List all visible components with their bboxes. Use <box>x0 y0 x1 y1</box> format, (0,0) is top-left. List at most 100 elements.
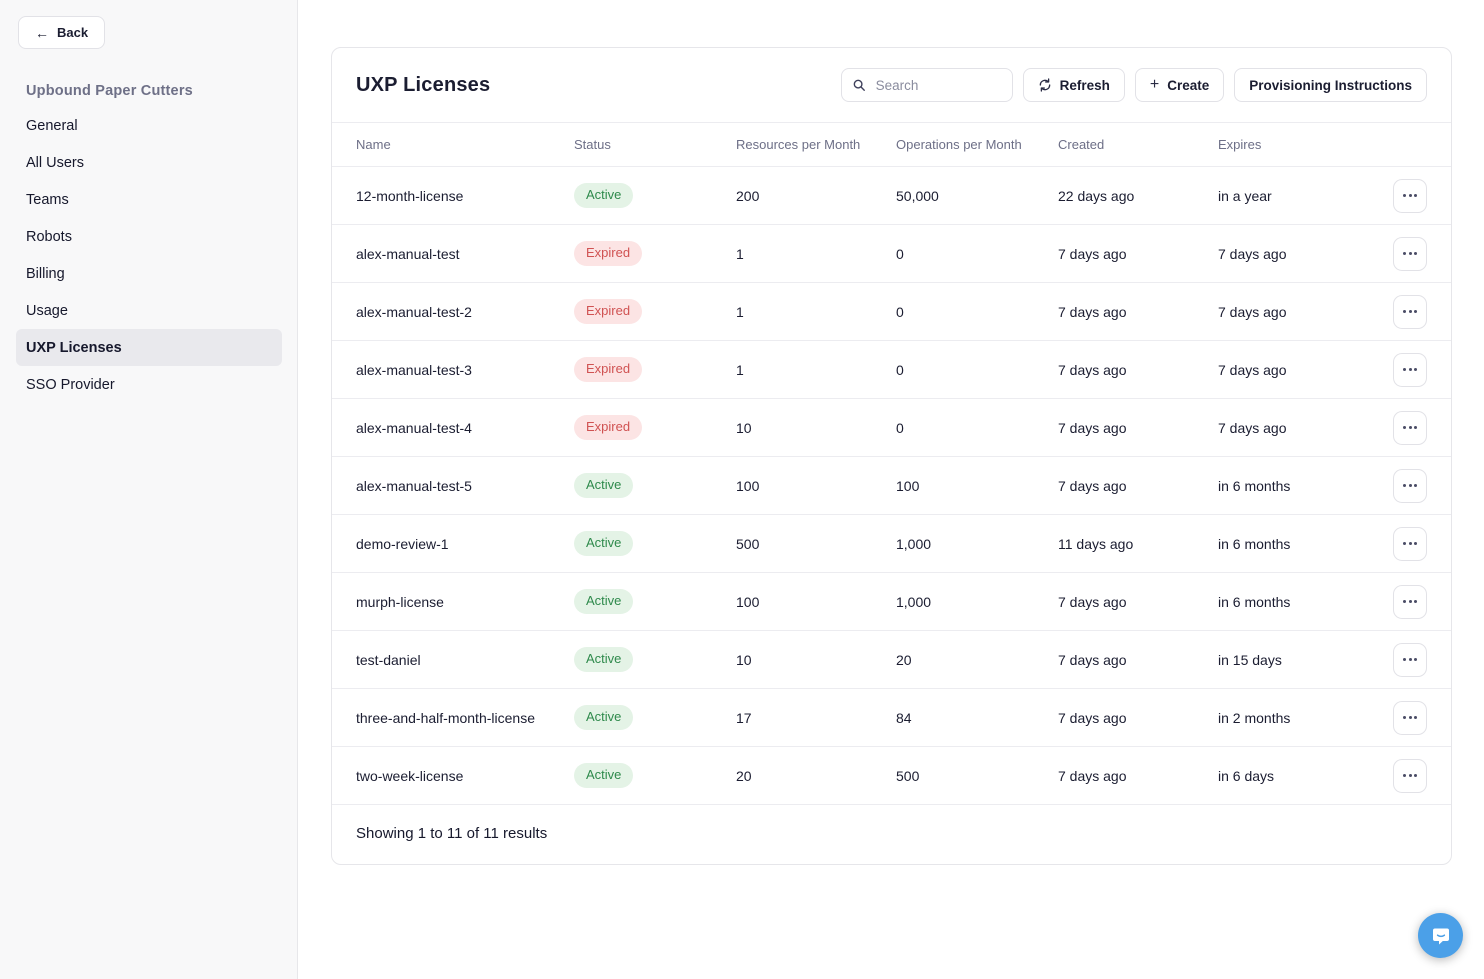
status-badge: Expired <box>574 241 643 266</box>
create-button[interactable]: + Create <box>1134 68 1225 102</box>
search-input[interactable] <box>873 76 1002 94</box>
resources-per-month-value: 200 <box>736 187 760 204</box>
status-badge: Active <box>574 763 634 788</box>
row-actions-button[interactable] <box>1393 236 1427 271</box>
table-row: alex-manual-test Expired 1 0 7 days ago … <box>332 225 1451 283</box>
operations-per-month-value: 50,000 <box>896 187 939 204</box>
refresh-icon <box>1038 78 1052 92</box>
created-date[interactable]: 22 days ago <box>1058 187 1135 204</box>
sidebar: ← Back Upbound Paper Cutters General All … <box>0 0 298 979</box>
resources-per-month-value: 100 <box>736 593 760 610</box>
sidebar-item-sso-provider[interactable]: SSO Provider <box>26 376 115 393</box>
status-badge: Expired <box>574 299 643 324</box>
search-box[interactable] <box>840 68 1013 102</box>
operations-per-month-value: 0 <box>896 303 904 320</box>
status-badge: Active <box>574 589 634 614</box>
back-button-label: Back <box>57 25 89 40</box>
column-header-created: Created <box>1058 137 1105 152</box>
expires-date[interactable]: 7 days ago <box>1218 419 1287 436</box>
sidebar-item-teams[interactable]: Teams <box>26 191 69 208</box>
sidebar-item-all-users[interactable]: All Users <box>26 154 85 171</box>
row-actions-button[interactable] <box>1393 178 1427 213</box>
table-row: test-daniel Active 10 20 7 days ago in 1… <box>332 631 1451 689</box>
created-date[interactable]: 7 days ago <box>1058 361 1127 378</box>
column-header-operations: Operations per Month <box>896 137 1022 152</box>
card-header: UXP Licenses <box>332 48 1451 123</box>
operations-per-month-value: 20 <box>896 651 912 668</box>
expires-date[interactable]: in 2 months <box>1218 709 1291 726</box>
expires-date[interactable]: in 6 months <box>1218 535 1291 552</box>
row-actions-button[interactable] <box>1393 526 1427 561</box>
page-title: UXP Licenses <box>356 73 491 96</box>
operations-per-month-value: 500 <box>896 767 920 784</box>
created-date[interactable]: 7 days ago <box>1058 303 1127 320</box>
license-name: test-daniel <box>356 651 421 668</box>
table-row: murph-license Active 100 1,000 7 days ag… <box>332 573 1451 631</box>
back-arrow-icon: ← <box>35 24 49 41</box>
created-date[interactable]: 7 days ago <box>1058 477 1127 494</box>
status-badge: Active <box>574 183 634 208</box>
expires-date[interactable]: in a year <box>1218 187 1272 204</box>
sidebar-item-usage[interactable]: Usage <box>26 302 68 319</box>
sidebar-item-billing[interactable]: Billing <box>26 265 65 282</box>
license-name: two-week-license <box>356 767 464 784</box>
resources-per-month-value: 1 <box>736 245 744 262</box>
table-row: alex-manual-test-4 Expired 10 0 7 days a… <box>332 399 1451 457</box>
created-date[interactable]: 7 days ago <box>1058 651 1127 668</box>
row-actions-button[interactable] <box>1393 410 1427 445</box>
license-name: alex-manual-test-5 <box>356 477 472 494</box>
search-icon <box>852 78 866 92</box>
created-date[interactable]: 7 days ago <box>1058 709 1127 726</box>
provisioning-instructions-button[interactable]: Provisioning Instructions <box>1234 68 1427 102</box>
expires-date[interactable]: 7 days ago <box>1218 361 1287 378</box>
resources-per-month-value: 500 <box>736 535 760 552</box>
row-actions-button[interactable] <box>1393 584 1427 619</box>
created-date[interactable]: 7 days ago <box>1058 593 1127 610</box>
license-name: murph-license <box>356 593 444 610</box>
column-header-resources: Resources per Month <box>736 137 861 152</box>
sidebar-item-robots[interactable]: Robots <box>26 228 72 245</box>
expires-date[interactable]: 7 days ago <box>1218 245 1287 262</box>
row-actions-button[interactable] <box>1393 468 1427 503</box>
table-footer: Showing 1 to 11 of 11 results <box>332 805 1451 864</box>
row-actions-button[interactable] <box>1393 642 1427 677</box>
operations-per-month-value: 84 <box>896 709 912 726</box>
created-date[interactable]: 7 days ago <box>1058 245 1127 262</box>
resources-per-month-value: 10 <box>736 651 752 668</box>
chat-bubble-icon <box>1429 924 1453 948</box>
refresh-button[interactable]: Refresh <box>1022 68 1125 102</box>
row-actions-button[interactable] <box>1393 758 1427 793</box>
license-name: alex-manual-test-3 <box>356 361 472 378</box>
license-name: three-and-half-month-license <box>356 709 535 726</box>
expires-date[interactable]: in 15 days <box>1218 651 1282 668</box>
sidebar-item-general[interactable]: General <box>26 117 78 134</box>
sidebar-item-uxp-licenses[interactable]: UXP Licenses <box>16 329 282 366</box>
expires-date[interactable]: in 6 months <box>1218 593 1291 610</box>
status-badge: Active <box>574 473 634 498</box>
license-name: alex-manual-test <box>356 245 460 262</box>
license-name: 12-month-license <box>356 187 464 204</box>
column-header-name: Name <box>356 137 391 152</box>
created-date[interactable]: 7 days ago <box>1058 767 1127 784</box>
row-actions-button[interactable] <box>1393 700 1427 735</box>
operations-per-month-value: 0 <box>896 245 904 262</box>
expires-date[interactable]: in 6 days <box>1218 767 1275 784</box>
license-name: alex-manual-test-2 <box>356 303 472 320</box>
expires-date[interactable]: 7 days ago <box>1218 303 1287 320</box>
row-actions-button[interactable] <box>1393 352 1427 387</box>
provisioning-instructions-label: Provisioning Instructions <box>1249 77 1412 93</box>
back-button[interactable]: ← Back <box>18 16 106 49</box>
created-date[interactable]: 7 days ago <box>1058 419 1127 436</box>
operations-per-month-value: 0 <box>896 361 904 378</box>
table-row: alex-manual-test-3 Expired 1 0 7 days ag… <box>332 341 1451 399</box>
created-date[interactable]: 11 days ago <box>1058 535 1134 552</box>
operations-per-month-value: 100 <box>896 477 920 494</box>
row-actions-button[interactable] <box>1393 294 1427 329</box>
table-row: demo-review-1 Active 500 1,000 11 days a… <box>332 515 1451 573</box>
table-row: 12-month-license Active 200 50,000 22 da… <box>332 167 1451 225</box>
chat-launcher-button[interactable] <box>1418 913 1463 958</box>
expires-date[interactable]: in 6 months <box>1218 477 1291 494</box>
resources-per-month-value: 1 <box>736 361 744 378</box>
column-header-expires: Expires <box>1218 137 1262 152</box>
table-row: alex-manual-test-5 Active 100 100 7 days… <box>332 457 1451 515</box>
